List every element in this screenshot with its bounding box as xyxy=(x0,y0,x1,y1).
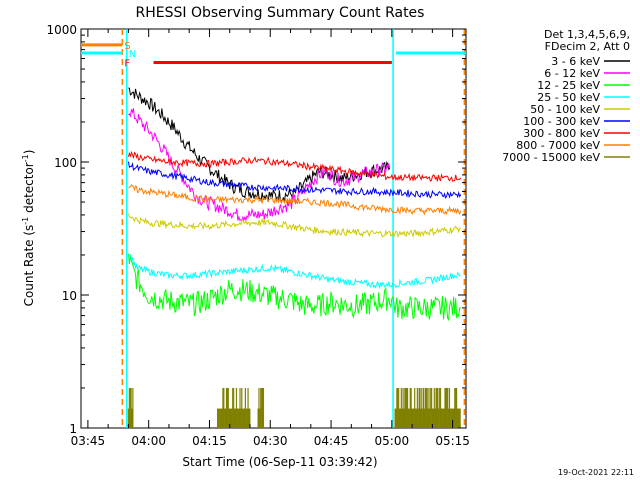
x-tick-label: 04:00 xyxy=(131,434,166,448)
y-tick-label: 10 xyxy=(62,289,77,303)
y-tick-label: 1000 xyxy=(46,23,77,37)
y-axis: 1 10 100 1000 xyxy=(46,23,466,436)
x-tick-label: 03:45 xyxy=(71,434,106,448)
flag-label: N xyxy=(129,49,136,60)
y-axis-label-text: ) xyxy=(22,150,36,155)
series-line xyxy=(128,108,391,222)
x-axis: 03:45 04:00 04:15 04:30 04:45 05:00 05:15 xyxy=(71,29,470,448)
legend-entry-label: 100 - 300 keV xyxy=(523,115,600,128)
flag-label: F xyxy=(124,58,130,69)
y-axis-label: Count Rate (s-1 detector-1) xyxy=(21,150,36,307)
x-tick-label: 04:15 xyxy=(192,434,227,448)
legend-entry-label: 7000 - 15000 keV xyxy=(502,151,600,164)
y-axis-label-superscript: -1 xyxy=(21,217,30,225)
series-bursts xyxy=(394,387,461,428)
series-bursts xyxy=(257,387,265,428)
x-tick-label: 04:45 xyxy=(314,434,349,448)
series-line xyxy=(127,253,461,322)
x-tick-label: 04:30 xyxy=(253,434,288,448)
x-tick-label: 05:00 xyxy=(375,434,410,448)
x-axis-label: Start Time (06-Sep-11 03:39:42) xyxy=(182,455,377,469)
plot-frame xyxy=(80,28,467,429)
y-axis-label-text: detector xyxy=(22,162,36,217)
series-line xyxy=(127,150,462,182)
series-bursts xyxy=(233,387,251,428)
series-line xyxy=(128,87,391,203)
legend-header: FDecim 2, Att 0 xyxy=(545,40,630,53)
y-axis-label-superscript: -1 xyxy=(21,154,30,162)
legend-entry-label: 12 - 25 keV xyxy=(537,79,600,92)
series-line xyxy=(128,184,462,216)
chart-title: RHESSI Observing Summary Count Rates xyxy=(136,5,425,21)
footer-date: 19-Oct-2021 22:11 xyxy=(558,468,634,477)
series-bursts xyxy=(127,387,134,428)
y-tick-label: 100 xyxy=(54,156,77,170)
plot-area: SNF xyxy=(80,28,467,429)
y-axis-label-text: Count Rate (s xyxy=(22,225,36,307)
series-bursts xyxy=(216,387,235,428)
legend-entry-label: 300 - 800 keV xyxy=(523,127,600,140)
y-tick-label: 1 xyxy=(69,422,77,436)
flag-label: S xyxy=(124,41,130,52)
legend-entry-label: 800 - 7000 keV xyxy=(516,139,600,152)
series-line xyxy=(127,213,462,239)
legend: Det 1,3,4,5,6,9, FDecim 2, Att 0 3 - 6 k… xyxy=(502,28,630,164)
series-line xyxy=(127,161,462,199)
legend-header: Det 1,3,4,5,6,9, xyxy=(544,28,630,41)
series-line xyxy=(128,254,461,290)
legend-entry-label: 6 - 12 keV xyxy=(544,67,600,80)
x-tick-label: 05:15 xyxy=(435,434,470,448)
legend-entry-label: 25 - 50 keV xyxy=(537,91,600,104)
legend-entry-label: 3 - 6 keV xyxy=(551,55,600,68)
legend-entry-label: 50 - 100 keV xyxy=(530,103,600,116)
